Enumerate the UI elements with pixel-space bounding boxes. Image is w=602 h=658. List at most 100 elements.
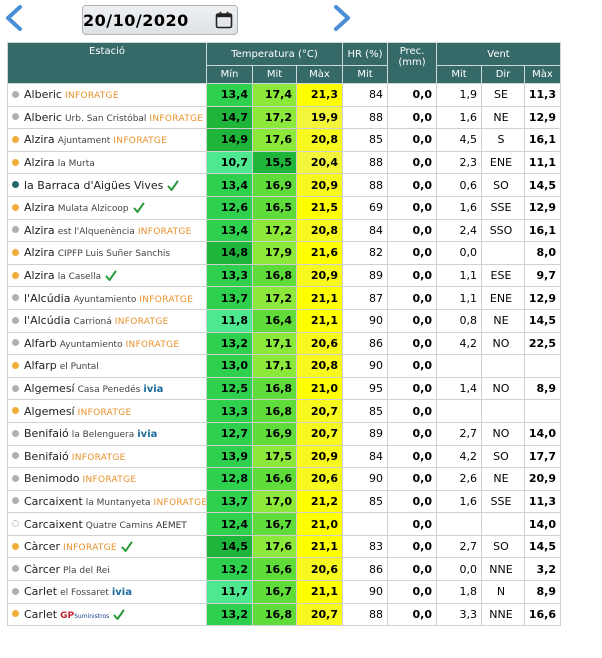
- prec-cell: 0,0: [387, 354, 437, 378]
- station-header[interactable]: Estació: [7, 42, 207, 84]
- table-row[interactable]: l'Alcúdia Ayuntamiento INFORATGE 13,7 17,2 21…: [7, 286, 561, 310]
- temp-min-cell: 10,7: [206, 150, 253, 175]
- temp-max-header[interactable]: Màx: [296, 65, 343, 84]
- station-cell[interactable]: Benifaió INFORATGE: [7, 444, 207, 469]
- temp-mit-cell: 17,2: [252, 105, 297, 130]
- table-row[interactable]: Benimodo INFORATGE 12,8 16,6 20,6 90 0,0 2,6 NE 2…: [7, 467, 561, 491]
- station-cell[interactable]: Càrcer INFORATGE: [7, 534, 207, 559]
- station-name: Benifaió: [24, 427, 69, 441]
- hr-cell: 83: [342, 534, 388, 559]
- station-cell[interactable]: Benifaió la Belenguera ivia: [7, 421, 207, 446]
- table-row[interactable]: Alzira est l'Alquenència INFORATGE 13,4 17,2…: [7, 218, 561, 243]
- table-row[interactable]: Alzira la Murta 10,7 15,5 20,4 88 0,0 2,3 ENE 11,…: [7, 150, 561, 175]
- temp-min-cell: 13,4: [206, 173, 253, 197]
- wind-max-cell: 14,0: [524, 512, 561, 536]
- station-name: Alzira: [24, 133, 55, 147]
- table-row[interactable]: Alfarb Ayuntamiento INFORATGE 13,2 17,1 20,6 8…: [7, 331, 561, 356]
- table-row[interactable]: Benifaió INFORATGE 13,9 17,5 20,9 84 0,0 4,2 SO 1…: [7, 444, 561, 469]
- hr-cell: 88: [342, 602, 388, 627]
- table-row[interactable]: Carcaixent la Muntanyeta INFORATGE 13,7 17,0…: [7, 489, 561, 514]
- previous-day-button[interactable]: [2, 4, 26, 32]
- temp-min-cell: 14,8: [206, 241, 253, 265]
- table-row[interactable]: la Barraca d'Aigües Vives 13,4 16,9 20,9 88 0…: [7, 173, 561, 197]
- station-cell[interactable]: Alberic INFORATGE: [7, 83, 207, 107]
- station-cell[interactable]: l'Alcúdia Ayuntamiento INFORATGE: [7, 286, 207, 310]
- wind-max-header[interactable]: Màx: [524, 65, 561, 84]
- station-cell[interactable]: Alzira CIPFP Luis Suñer Sanchis: [7, 241, 207, 265]
- table-row[interactable]: Alzira la Casella 13,3 16,8 20,9 89 0,0 1,1 ESE 9…: [7, 263, 561, 288]
- station-cell[interactable]: Carcaixent Quatre Camins AEMET: [7, 512, 207, 536]
- temp-mit-header[interactable]: Mit: [252, 65, 297, 84]
- wind-max-cell: [524, 354, 561, 378]
- station-cell[interactable]: Alzira Mulata Alzicoop: [7, 195, 207, 220]
- station-cell[interactable]: Alberic Urb. San Cristóbal INFORATGE: [7, 105, 207, 130]
- table-row[interactable]: Càrcer INFORATGE 14,5 17,6 21,1 83 0,0 2,7 SO 14,…: [7, 534, 561, 559]
- table-row[interactable]: Carlet GPSuministros 13,2 16,8 20,7 88 0,0 3,3 N…: [7, 602, 561, 627]
- table-row[interactable]: Alberic INFORATGE 13,4 17,4 21,3 84 0,0 1,9 SE 11…: [7, 83, 561, 107]
- temp-max-cell: 20,9: [296, 173, 343, 197]
- table-row[interactable]: Alberic Urb. San Cristóbal INFORATGE 14,7 17…: [7, 105, 561, 130]
- prec-cell: 0,0: [387, 173, 437, 197]
- temp-min-cell: 12,4: [206, 512, 253, 536]
- wind-max-cell: 11,1: [524, 150, 561, 175]
- station-cell[interactable]: Càrcer Pla del Rei: [7, 557, 207, 582]
- wind-mit-header[interactable]: Mit: [436, 65, 482, 84]
- table-row[interactable]: Alfarp el Puntal 13,0 17,1 20,8 90 0,0: [7, 354, 561, 378]
- station-cell[interactable]: Alzira la Casella: [7, 263, 207, 288]
- table-row[interactable]: Càrcer Pla del Rei 13,2 16,6 20,6 86 0,0 0,0 NNE…: [7, 557, 561, 582]
- wind-mit-cell: 0,0: [436, 557, 482, 582]
- station-cell[interactable]: Benimodo INFORATGE: [7, 467, 207, 491]
- wind-dir-header[interactable]: Dir: [481, 65, 525, 84]
- station-cell[interactable]: Carlet GPSuministros: [7, 602, 207, 627]
- station-cell[interactable]: Algemesí Casa Penedés ivia: [7, 376, 207, 401]
- station-cell[interactable]: l'Alcúdia Carrioná INFORATGE: [7, 308, 207, 333]
- wind-max-cell: 16,1: [524, 128, 561, 152]
- temp-mit-cell: 16,8: [252, 376, 297, 401]
- station-name: l'Alcúdia: [24, 291, 71, 305]
- table-row[interactable]: Benifaió la Belenguera ivia 12,7 16,9 20,7 89 0…: [7, 421, 561, 446]
- wind-mit-cell: 0,0: [436, 241, 482, 265]
- station-name: Alzira: [24, 201, 55, 215]
- station-cell[interactable]: Algemesí INFORATGE: [7, 399, 207, 423]
- wind-dir-cell: [481, 399, 525, 423]
- wind-dir-cell: NE: [481, 467, 525, 491]
- table-row[interactable]: Carlet el Fossaret ivia 11,7 16,7 21,1 90 0,0 1,…: [7, 580, 561, 604]
- station-cell[interactable]: Alzira la Murta: [7, 150, 207, 175]
- table-row[interactable]: Alzira Mulata Alzicoop 12,6 16,5 21,5 69 0,0 1,…: [7, 195, 561, 220]
- station-cell[interactable]: Alzira est l'Alquenència INFORATGE: [7, 218, 207, 243]
- network-aemet-label: AEMET: [155, 520, 187, 531]
- wind-max-cell: 14,5: [524, 534, 561, 559]
- temp-mit-cell: 17,5: [252, 444, 297, 469]
- wind-dir-cell: S: [481, 128, 525, 152]
- station-status-dot-icon: [12, 497, 19, 505]
- station-cell[interactable]: Alfarb Ayuntamiento INFORATGE: [7, 331, 207, 356]
- date-picker[interactable]: 20/10/2020: [82, 5, 238, 35]
- station-cell[interactable]: Carcaixent la Muntanyeta INFORATGE: [7, 489, 207, 514]
- next-day-button[interactable]: [330, 4, 354, 32]
- hr-cell: 89: [342, 421, 388, 446]
- wind-mit-cell: 1,1: [436, 286, 482, 310]
- prec-cell: 0,0: [387, 534, 437, 559]
- station-cell[interactable]: la Barraca d'Aigües Vives: [7, 173, 207, 197]
- network-ivia-logo: ivia: [143, 384, 164, 396]
- table-row[interactable]: Carcaixent Quatre Camins AEMET 12,4 16,7 21,0…: [7, 512, 561, 536]
- station-status-dot-icon: [12, 384, 19, 392]
- temp-max-cell: 20,7: [296, 421, 343, 446]
- wind-mit-cell: 2,3: [436, 150, 482, 175]
- calendar-icon[interactable]: [215, 11, 233, 29]
- station-cell[interactable]: Carlet el Fossaret ivia: [7, 580, 207, 604]
- table-row[interactable]: l'Alcúdia Carrioná INFORATGE 11,8 16,4 21,1 90…: [7, 308, 561, 333]
- wind-max-cell: 11,3: [524, 83, 561, 107]
- temp-mit-cell: 16,8: [252, 399, 297, 423]
- wind-dir-cell: NNE: [481, 557, 525, 582]
- table-row[interactable]: Algemesí INFORATGE 13,3 16,8 20,7 85 0,0: [7, 399, 561, 423]
- station-cell[interactable]: Alzira Ajuntament INFORATGE: [7, 128, 207, 152]
- temp-min-header[interactable]: Mín: [206, 65, 253, 84]
- date-value: 20/10/2020: [83, 11, 189, 30]
- station-cell[interactable]: Alfarp el Puntal: [7, 354, 207, 378]
- hr-mit-header[interactable]: Mit: [342, 65, 388, 84]
- table-row[interactable]: Algemesí Casa Penedés ivia 12,5 16,8 21,0 95 0,…: [7, 376, 561, 401]
- table-row[interactable]: Alzira CIPFP Luis Suñer Sanchis 14,8 17,9 21…: [7, 241, 561, 265]
- table-row[interactable]: Alzira Ajuntament INFORATGE 14,9 17,6 20,8 85 0…: [7, 128, 561, 152]
- prec-cell: 0,0: [387, 512, 437, 536]
